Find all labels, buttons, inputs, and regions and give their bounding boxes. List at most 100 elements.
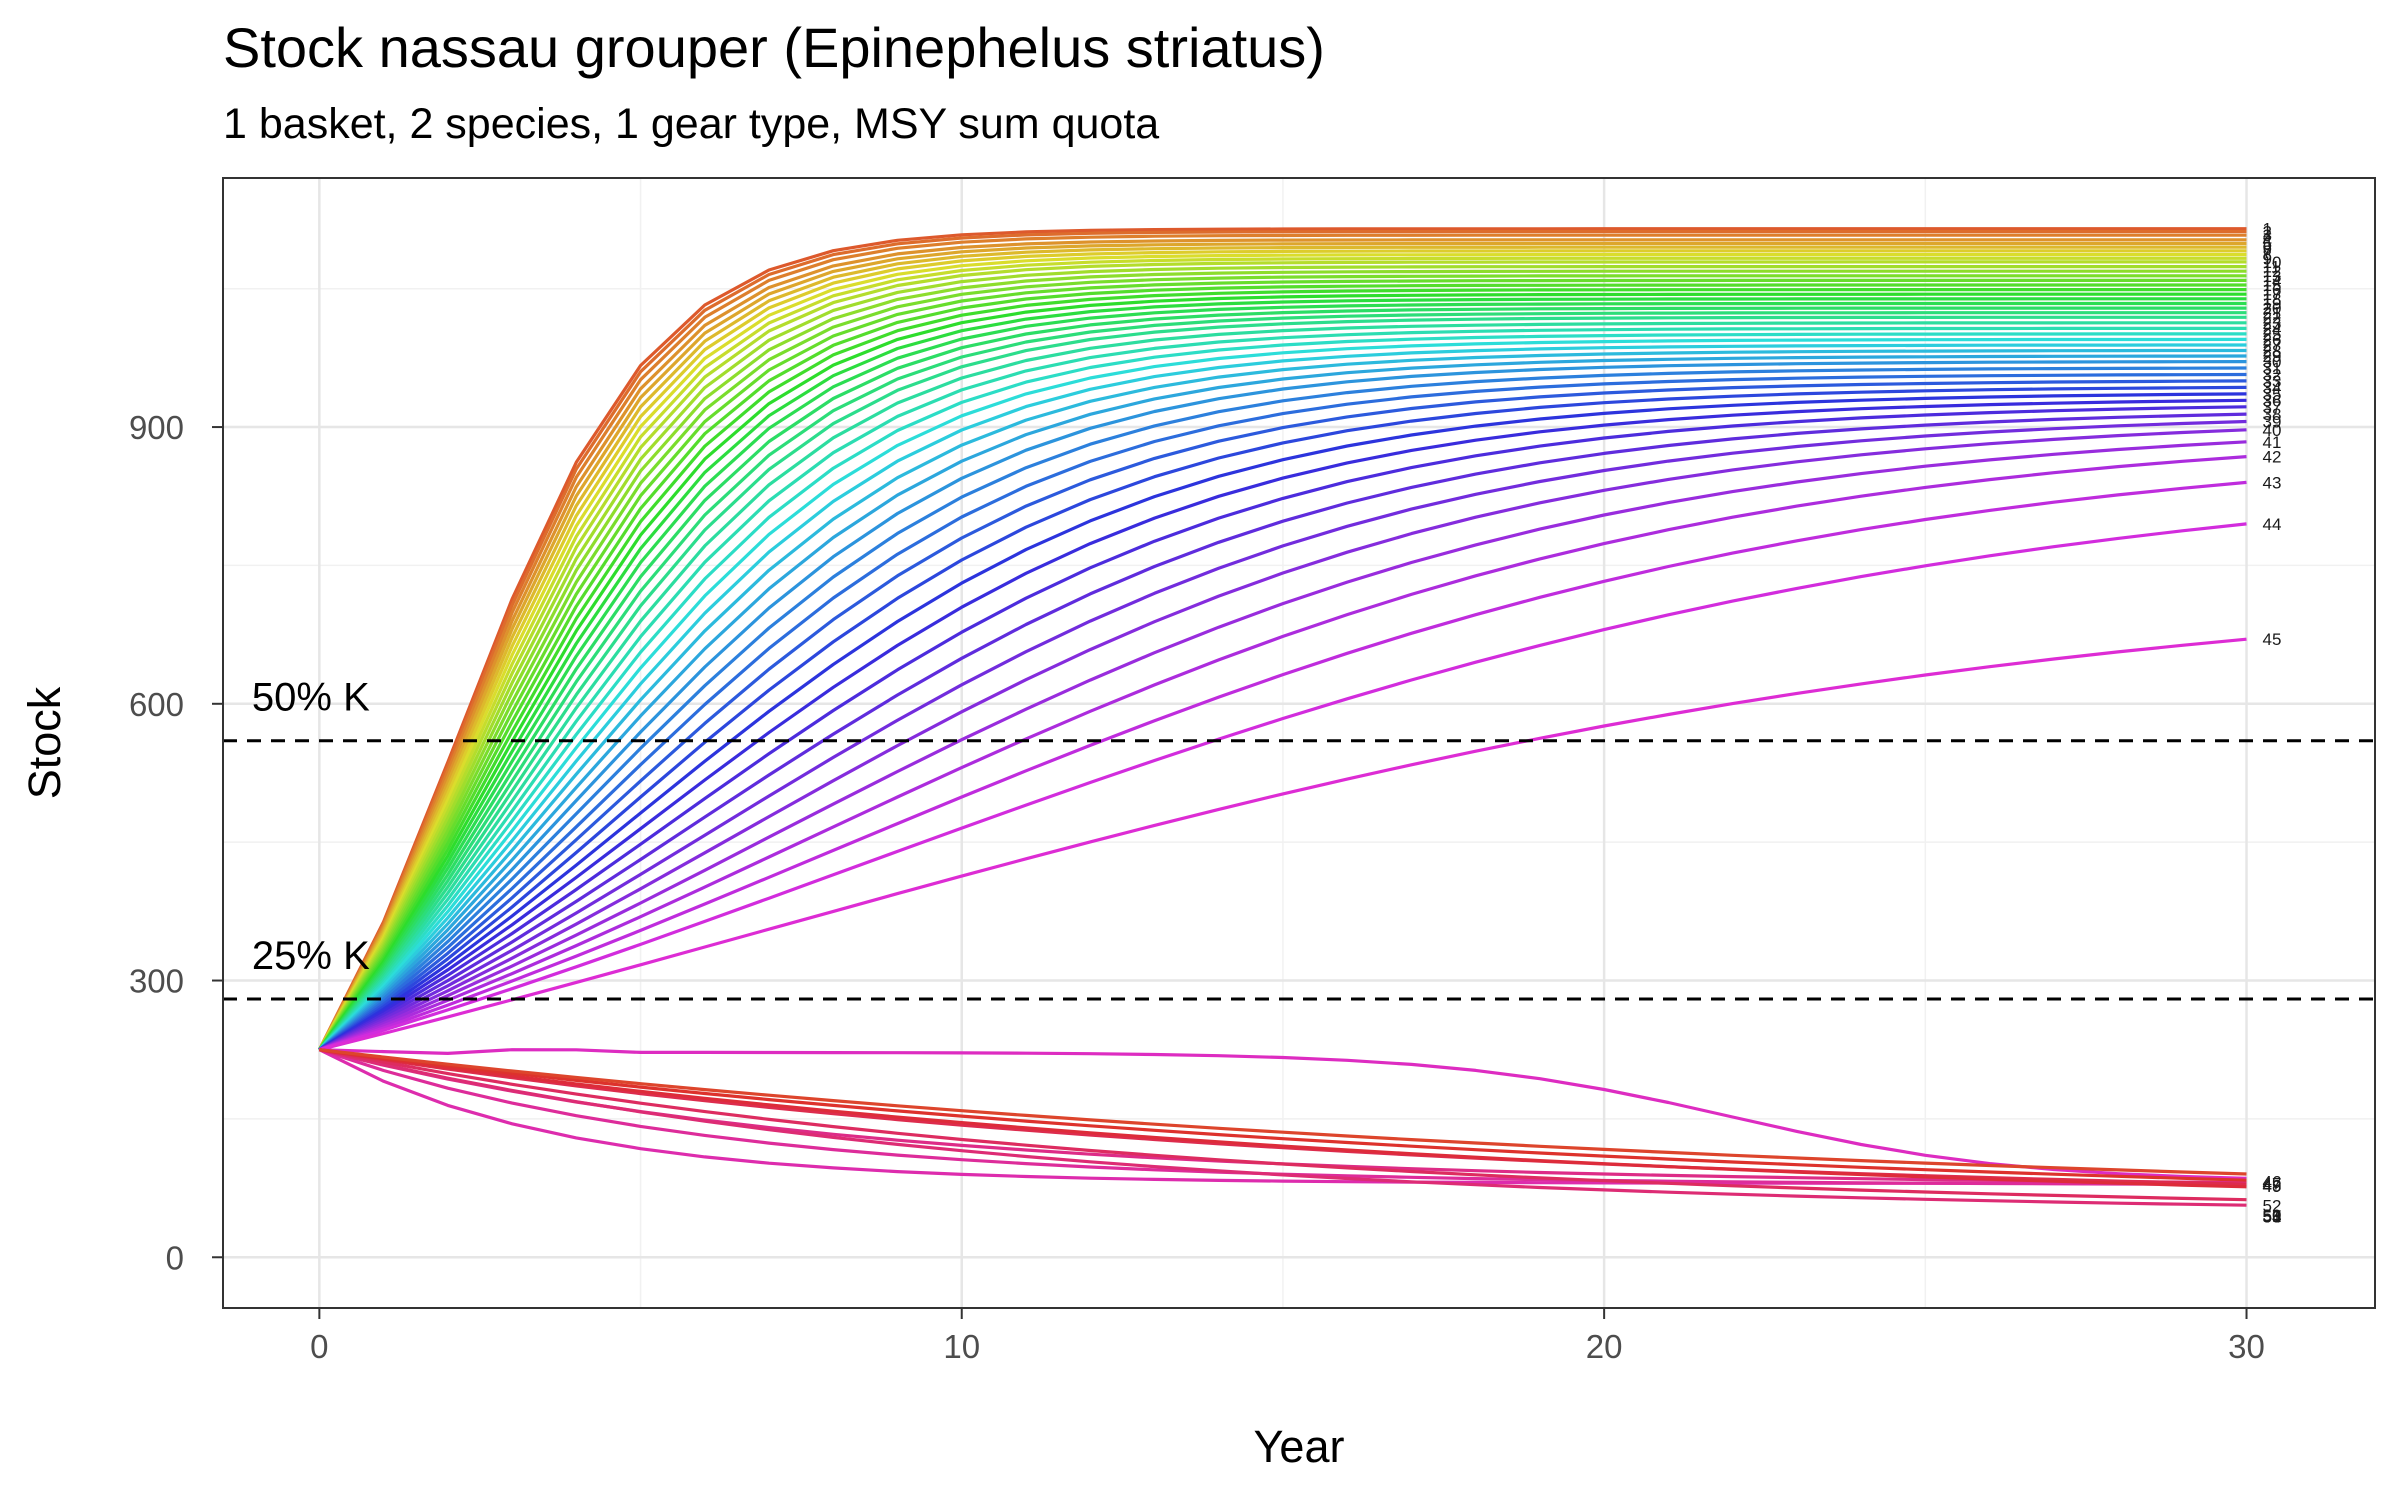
reference-line-label: 25% K: [252, 934, 370, 978]
series-line: [318, 297, 2247, 1051]
series-end-label: 46: [2263, 1173, 2282, 1192]
series-end-label: 41: [2263, 433, 2282, 452]
series-end-label: 23: [2263, 314, 2282, 333]
series-end-label: 26: [2263, 330, 2282, 349]
series-line: [318, 348, 2247, 1051]
series-end-label: 11: [2263, 258, 2281, 277]
series-end-label: 48: [2263, 1176, 2282, 1195]
series-end-label: 42: [2263, 448, 2282, 467]
series-line: [318, 306, 2247, 1051]
series-line: [318, 265, 2247, 1051]
series-end-label: 40: [2263, 421, 2282, 440]
series-end-label: 34: [2263, 378, 2282, 397]
series-end-label: 10: [2263, 253, 2282, 272]
series-end-label: 39: [2263, 413, 2282, 432]
series-line: [318, 311, 2247, 1051]
series-line: [317, 245, 2247, 1051]
series-line: [318, 321, 2247, 1051]
series-end-label: 6: [2263, 238, 2272, 257]
series-end-label: 55: [2263, 1208, 2282, 1227]
end-labels: 1234567891011121314151617181920212223242…: [2263, 220, 2282, 1227]
series-line: [319, 637, 2247, 1052]
grid: [223, 178, 2375, 1308]
series-lines: [317, 227, 2247, 1207]
series-end-label: 49: [2263, 1177, 2282, 1196]
series-end-label: 51: [2263, 1207, 2282, 1226]
series-line: [317, 238, 2247, 1051]
series-end-label: 25: [2263, 325, 2282, 344]
series-line: [317, 233, 2247, 1051]
y-tick-label: 300: [129, 963, 184, 1000]
series-line: [318, 260, 2247, 1051]
series-line: [318, 269, 2247, 1051]
series-line: [318, 292, 2247, 1051]
series-line: [318, 428, 2247, 1052]
series-end-label: 2: [2263, 223, 2272, 242]
series-end-label: 4: [2263, 231, 2272, 250]
series-line: [318, 274, 2247, 1051]
series-end-label: 35: [2263, 385, 2282, 404]
plot-border: [222, 177, 2376, 1309]
x-tick-label: 30: [2228, 1328, 2265, 1365]
series-end-label: 37: [2263, 398, 2282, 417]
series-line: [318, 343, 2247, 1051]
series-end-label: 8: [2263, 246, 2272, 265]
series-line: [319, 1048, 2247, 1176]
series-end-label: 9: [2263, 249, 2272, 268]
series-end-label: 32: [2263, 365, 2282, 384]
series-line: [318, 337, 2247, 1051]
series-end-label: 36: [2263, 391, 2282, 410]
series-line: [318, 398, 2247, 1052]
series-end-label: 43: [2263, 473, 2282, 492]
series-line: [318, 326, 2247, 1051]
series-end-label: 53: [2263, 1208, 2282, 1227]
series-line: [318, 354, 2247, 1051]
series-end-label: 50: [2263, 1206, 2282, 1225]
series-end-label: 20: [2263, 299, 2282, 318]
y-tick-label: 900: [129, 409, 184, 446]
series-line: [318, 360, 2247, 1051]
series-end-label: 1: [2263, 220, 2272, 239]
series-line: [318, 366, 2247, 1051]
chart-title: Stock nassau grouper (Epinephelus striat…: [223, 16, 1325, 79]
series-end-label: 19: [2263, 294, 2282, 313]
reference-line-label: 50% K: [252, 676, 370, 720]
series-end-label: 27: [2263, 336, 2282, 355]
series-line: [318, 412, 2247, 1052]
series-line: [318, 315, 2247, 1051]
x-axis-title: Year: [1254, 1421, 1345, 1472]
series-line: [319, 1048, 2247, 1182]
series-end-label: 21: [2263, 304, 2282, 323]
series-line: [318, 253, 2247, 1051]
series-end-label: 7: [2263, 242, 2272, 261]
series-line: [318, 419, 2247, 1052]
series-end-label: 31: [2263, 359, 2282, 378]
series-line: [319, 1048, 2247, 1207]
y-tick-label: 600: [129, 686, 184, 723]
series-line: [318, 332, 2247, 1051]
series-end-label: 5: [2263, 234, 2272, 253]
y-tick-label: 0: [166, 1239, 184, 1276]
series-line: [318, 372, 2247, 1051]
x-tick-label: 20: [1586, 1328, 1623, 1365]
series-line: [318, 480, 2247, 1052]
chart-subtitle: 1 basket, 2 species, 1 gear type, MSY su…: [223, 100, 1159, 148]
series-line: [318, 405, 2247, 1052]
series-line: [318, 385, 2247, 1052]
x-tick-label: 0: [310, 1328, 328, 1365]
series-line: [318, 249, 2247, 1051]
series-end-label: 16: [2263, 281, 2282, 300]
series-line: [319, 1048, 2247, 1180]
series-line: [318, 522, 2247, 1052]
series-end-label: 24: [2263, 319, 2282, 338]
reference-lines: 50% K 25% K: [223, 676, 2375, 1001]
series-end-label: 47: [2263, 1174, 2282, 1193]
series-line: [319, 1048, 2247, 1202]
x-tick-label: 10: [943, 1328, 980, 1365]
series-line: [318, 392, 2247, 1052]
series-line: [317, 241, 2247, 1051]
series-end-label: 22: [2263, 308, 2282, 327]
series-end-label: 3: [2263, 226, 2272, 245]
series-line: [318, 440, 2247, 1052]
series-end-label: 12: [2263, 262, 2282, 281]
